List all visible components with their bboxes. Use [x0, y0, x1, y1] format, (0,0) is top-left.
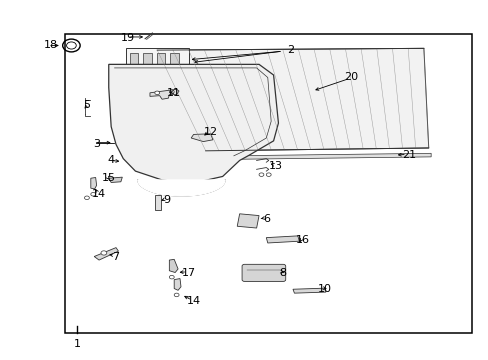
Text: 5: 5: [83, 100, 90, 110]
Polygon shape: [191, 134, 213, 141]
Circle shape: [84, 196, 89, 199]
Polygon shape: [91, 177, 97, 189]
Bar: [157, 53, 165, 72]
Text: 14: 14: [186, 296, 200, 306]
Polygon shape: [138, 180, 224, 196]
Circle shape: [266, 173, 271, 176]
Polygon shape: [108, 64, 278, 184]
Polygon shape: [174, 279, 181, 290]
FancyBboxPatch shape: [242, 264, 285, 282]
Bar: [125, 48, 188, 77]
Circle shape: [259, 173, 264, 176]
Text: 17: 17: [182, 267, 195, 278]
Text: 20: 20: [344, 72, 358, 82]
Circle shape: [155, 91, 159, 95]
Polygon shape: [237, 214, 259, 228]
Text: 9: 9: [163, 194, 170, 204]
Text: 12: 12: [203, 127, 217, 137]
Bar: [170, 53, 179, 72]
Polygon shape: [157, 48, 428, 151]
Text: 18: 18: [43, 40, 58, 50]
Bar: [143, 53, 152, 72]
Text: 11: 11: [167, 88, 181, 98]
Text: 14: 14: [92, 189, 106, 199]
Text: 10: 10: [317, 284, 331, 293]
Text: 13: 13: [268, 161, 283, 171]
Polygon shape: [150, 89, 179, 99]
Circle shape: [169, 275, 174, 279]
Text: 16: 16: [295, 235, 309, 246]
Text: 6: 6: [262, 214, 269, 224]
Polygon shape: [94, 248, 118, 260]
Polygon shape: [169, 259, 178, 273]
Text: 7: 7: [112, 252, 120, 261]
Text: 3: 3: [93, 139, 100, 149]
Polygon shape: [292, 288, 325, 293]
Circle shape: [169, 90, 174, 94]
Bar: [155, 195, 160, 210]
Text: 15: 15: [102, 173, 116, 183]
Polygon shape: [201, 153, 430, 160]
Text: 2: 2: [286, 45, 293, 55]
Text: 8: 8: [279, 267, 286, 278]
Circle shape: [91, 193, 96, 196]
Text: 21: 21: [402, 150, 416, 160]
Bar: [65, 34, 471, 333]
Text: 1: 1: [74, 339, 81, 350]
Circle shape: [174, 293, 179, 297]
Bar: [129, 53, 138, 72]
Polygon shape: [266, 236, 299, 243]
Polygon shape: [108, 177, 122, 183]
Text: 19: 19: [121, 33, 135, 43]
Text: 4: 4: [107, 156, 115, 166]
Circle shape: [101, 251, 106, 255]
